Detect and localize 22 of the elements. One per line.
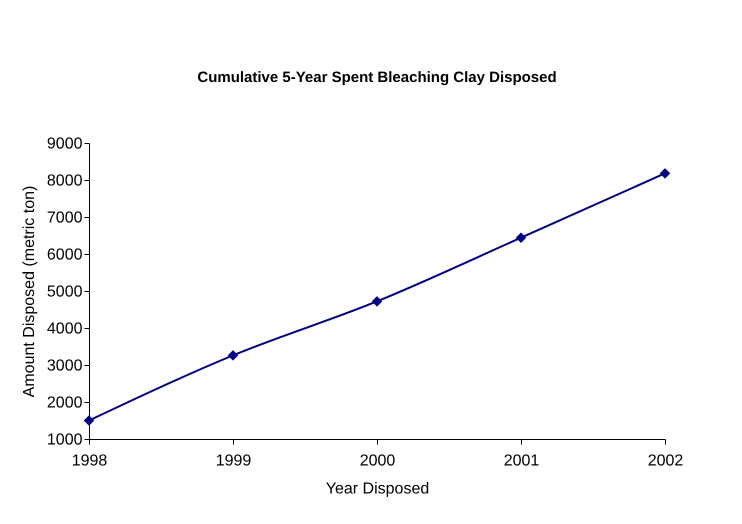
x-tick-label: 2000 xyxy=(360,452,396,470)
point xyxy=(84,415,94,426)
y-tick-label: 6000 xyxy=(46,246,83,264)
point xyxy=(372,296,382,307)
point xyxy=(228,350,238,361)
y-tick-label: 9000 xyxy=(46,136,83,152)
x-tick-label: 1998 xyxy=(72,452,108,470)
x-tick-label: 1999 xyxy=(216,452,252,470)
x-axis-title: Year Disposed xyxy=(326,480,430,498)
y-tick-label: 5000 xyxy=(46,284,83,300)
y-axis-title: Amount Disposed (metric ton) xyxy=(20,186,38,398)
y-tick-label: 3000 xyxy=(46,358,83,374)
y-tick-label: 8000 xyxy=(46,172,83,190)
y-tick-label: 1000 xyxy=(46,432,83,448)
chart-title: Cumulative 5-Year Spent Bleaching Clay Disposed xyxy=(197,69,557,86)
x-tick-label: 2002 xyxy=(648,452,684,470)
y-tick-label: 7000 xyxy=(46,210,83,226)
y-tick-label: 2000 xyxy=(46,394,83,412)
y-tick-label: 4000 xyxy=(46,320,83,338)
x-tick-label: 2001 xyxy=(504,452,540,470)
point xyxy=(516,232,526,243)
point xyxy=(660,168,670,179)
